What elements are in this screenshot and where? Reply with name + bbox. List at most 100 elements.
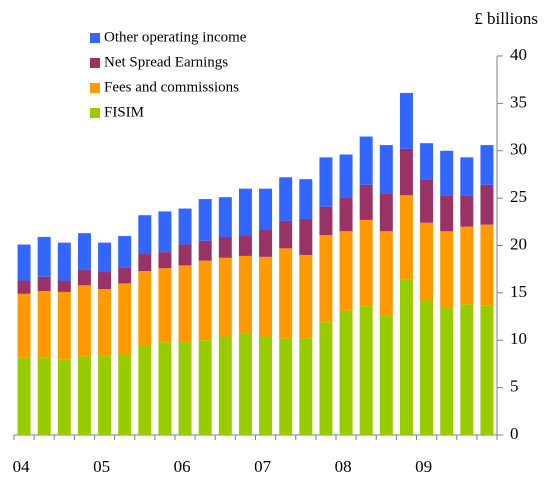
bar-segment bbox=[178, 265, 192, 343]
bar-segment bbox=[319, 235, 333, 323]
bar-segment bbox=[37, 290, 51, 358]
bar-segment bbox=[399, 195, 413, 280]
bar-segment bbox=[98, 289, 112, 356]
bar-segment bbox=[158, 342, 172, 435]
bar-segment bbox=[440, 150, 454, 196]
bar-segment bbox=[460, 157, 474, 196]
legend-label: Other operating income bbox=[104, 29, 247, 45]
bar-segment bbox=[480, 184, 494, 225]
bar-segment bbox=[238, 235, 252, 256]
bar-segment bbox=[198, 199, 212, 241]
bar-segment bbox=[178, 244, 192, 266]
bar-segment bbox=[299, 218, 313, 255]
bar-segment bbox=[238, 255, 252, 334]
bar-segment bbox=[178, 208, 192, 245]
bar-segment bbox=[359, 136, 373, 185]
bar-segment bbox=[359, 184, 373, 220]
bar-segment bbox=[57, 291, 71, 360]
bar-segment bbox=[279, 338, 293, 435]
bar-segment bbox=[118, 354, 132, 435]
bar-segment bbox=[57, 280, 71, 292]
bar-segment bbox=[339, 197, 353, 232]
bar-segment bbox=[339, 310, 353, 435]
bar-segment bbox=[57, 242, 71, 281]
bar-segment bbox=[118, 236, 132, 268]
bar-segment bbox=[359, 219, 373, 307]
bar-segment bbox=[218, 236, 232, 258]
bar-segment bbox=[259, 336, 273, 435]
bar-segment bbox=[218, 336, 232, 435]
legend-swatch bbox=[90, 108, 100, 118]
y-axis-label: £ billions bbox=[474, 9, 538, 28]
bar-segment bbox=[319, 157, 333, 207]
bar-segment bbox=[138, 215, 152, 255]
bar-segment bbox=[399, 279, 413, 435]
legend-label: Fees and commissions bbox=[104, 79, 239, 95]
bar-segment bbox=[259, 229, 273, 257]
y-tick-label: 30 bbox=[510, 140, 527, 159]
bar-segment bbox=[17, 280, 31, 294]
x-tick-label: 08 bbox=[335, 457, 352, 476]
bar-segment bbox=[420, 222, 434, 301]
y-tick-label: 0 bbox=[510, 424, 519, 443]
bar-segment bbox=[218, 197, 232, 237]
bar-segment bbox=[138, 254, 152, 272]
legend-swatch bbox=[90, 83, 100, 93]
bar-segment bbox=[420, 143, 434, 180]
bar-segment bbox=[17, 293, 31, 358]
x-tick-label: 09 bbox=[415, 457, 432, 476]
bar-segment bbox=[399, 92, 413, 149]
bar-segment bbox=[37, 236, 51, 277]
bar-segment bbox=[158, 252, 172, 269]
legend-swatch bbox=[90, 33, 100, 43]
bar-segment bbox=[118, 283, 132, 355]
x-tick-label: 06 bbox=[174, 457, 191, 476]
bar-segment bbox=[279, 177, 293, 221]
bar-segment bbox=[158, 211, 172, 253]
bar-segment bbox=[77, 269, 91, 286]
bar-segment bbox=[440, 308, 454, 435]
bar-segment bbox=[77, 285, 91, 357]
bar-segment bbox=[279, 248, 293, 339]
x-tick-label: 04 bbox=[13, 457, 31, 476]
bar-segment bbox=[440, 195, 454, 232]
bar-segment bbox=[77, 233, 91, 270]
bar-segment bbox=[77, 356, 91, 435]
bar-segment bbox=[178, 342, 192, 435]
bar-segment bbox=[299, 338, 313, 435]
y-tick-label: 35 bbox=[510, 92, 527, 111]
y-tick-label: 5 bbox=[510, 377, 519, 396]
bar-segment bbox=[279, 220, 293, 249]
bar-segment bbox=[359, 306, 373, 435]
bar-segment bbox=[98, 242, 112, 273]
y-tick-label: 10 bbox=[510, 329, 527, 348]
bar-segment bbox=[319, 322, 333, 435]
bar-segment bbox=[158, 268, 172, 343]
bar-segment bbox=[379, 193, 393, 232]
bar-segment bbox=[57, 359, 71, 435]
bar-segment bbox=[259, 256, 273, 337]
bar-segment bbox=[17, 244, 31, 281]
bar-segment bbox=[440, 231, 454, 309]
bar-segment bbox=[379, 315, 393, 435]
bar-segment bbox=[480, 224, 494, 306]
bar-segment bbox=[319, 206, 333, 236]
bar-segment bbox=[37, 276, 51, 291]
bar-segment bbox=[198, 260, 212, 341]
bar-segment bbox=[339, 231, 353, 311]
bar-segment bbox=[299, 254, 313, 339]
bar-segment bbox=[198, 240, 212, 261]
bar-segment bbox=[460, 304, 474, 435]
bar-segment bbox=[480, 145, 494, 185]
bar-segment bbox=[399, 148, 413, 196]
bar-segment bbox=[259, 188, 273, 230]
bar-segment bbox=[480, 305, 494, 435]
bar-segment bbox=[138, 271, 152, 346]
bar-segment bbox=[420, 179, 434, 223]
bar-segment bbox=[98, 272, 112, 290]
bar-segment bbox=[379, 145, 393, 194]
bar-segment bbox=[17, 357, 31, 435]
legend-label: Net Spread Earnings bbox=[104, 54, 228, 70]
x-tick-label: 07 bbox=[254, 457, 272, 476]
